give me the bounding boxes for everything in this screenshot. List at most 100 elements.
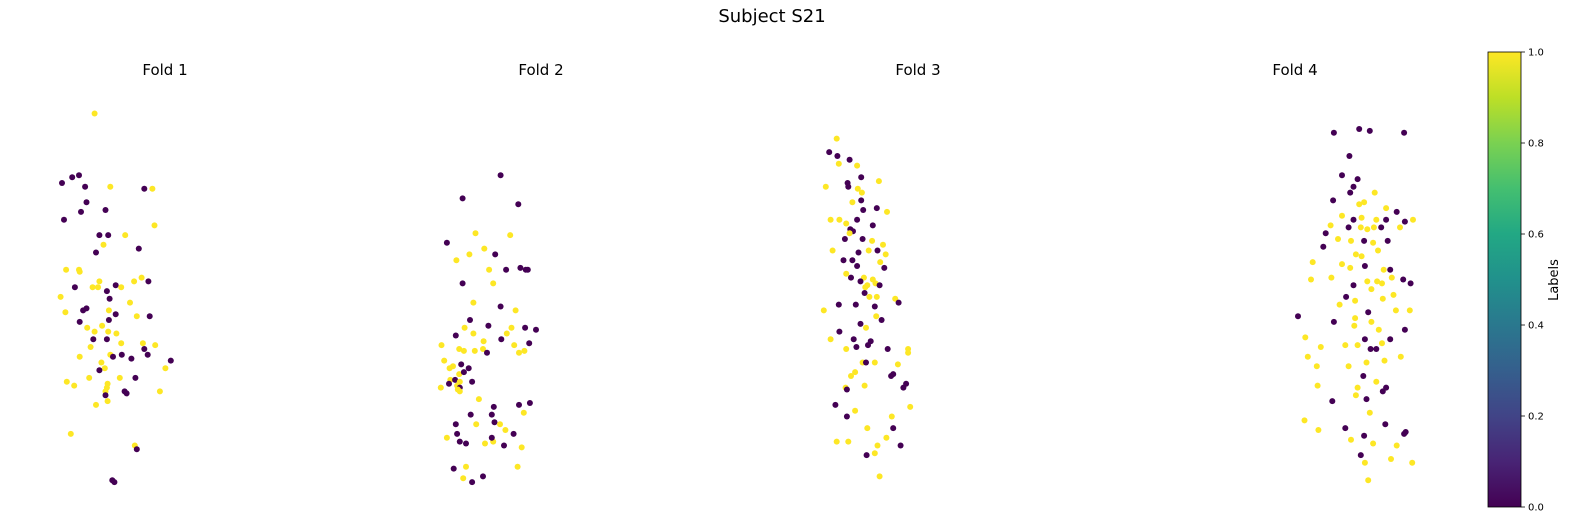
scatter-point [857,320,864,327]
scatter-point [1406,307,1413,314]
scatter-point [836,216,843,223]
panel-fold-3: Fold 3 [820,61,941,480]
scatter-point [492,251,499,258]
scatter-point [1409,459,1416,466]
scatter-point [481,245,488,252]
scatter-point [854,162,861,169]
scatter-point [463,463,469,470]
scatter-point [845,183,852,190]
scatter-point [471,347,478,354]
scatter-point [76,268,83,275]
scatter-point [1361,336,1368,343]
scatter-point [458,361,465,368]
scatter-point [82,183,89,190]
scatter-point [863,452,870,459]
scatter-point [1393,442,1400,449]
scatter-point [1387,266,1394,273]
scatter-point [103,336,110,343]
scatter-point [1402,429,1409,435]
scatter-point [1364,278,1371,285]
scatter-point [524,266,531,273]
scatter-point [1343,293,1350,300]
scatter-point [1367,346,1374,352]
scatter-point [871,450,878,457]
scatter-point [1339,212,1345,219]
scatter-point [515,201,522,208]
scatter-point [488,411,495,418]
scatter-point [446,365,453,372]
scatter-point [127,299,133,306]
scatter-point [1375,247,1381,254]
scatter-point [888,413,895,420]
scatter-point [866,293,873,300]
scatter-point [89,284,96,291]
scatter-point [490,403,497,410]
scatter-point [93,401,99,408]
scatter-point [76,172,82,179]
scatter-point [96,367,103,374]
scatter-point [76,318,83,325]
scatter-point [876,282,883,289]
scatter-point [503,330,510,337]
scatter-point [488,434,495,441]
scatter-point [510,430,517,437]
scatter-point [833,135,840,142]
scatter-point [105,232,112,239]
scatter-point [1327,222,1334,229]
scatter-point [1330,318,1337,325]
scatter-point [869,237,876,244]
scatter-point [167,357,174,364]
scatter-point [1357,452,1364,459]
scatter-point [843,270,850,277]
scatter-point [1336,301,1343,308]
scatter-point [512,307,519,314]
scatter-point [1352,297,1359,304]
scatter-point [873,205,880,212]
scatter-point [1358,214,1365,221]
scatter-point [835,160,842,167]
scatter-point [1397,353,1404,360]
scatter-point [829,247,836,254]
scatter-point [78,208,84,215]
scatter-point [1345,363,1352,370]
scatter-point [98,359,105,366]
scatter-point [1374,278,1381,285]
scatter-point [514,463,521,470]
scatter-point [862,284,869,291]
scatter-point [841,236,848,242]
scatter-point [1345,224,1352,231]
scatter-point [1401,326,1408,333]
scatter-point [834,153,841,159]
scatter-point [520,409,527,416]
scatter-point [845,438,852,445]
scatter-point [1329,398,1336,405]
scatter-point [59,180,65,186]
panel-title: Fold 4 [1272,61,1317,79]
scatter-point [874,247,881,254]
scatter-point [96,278,103,285]
scatter-point [485,322,492,329]
scatter-point [1354,384,1361,391]
scatter-point [1348,237,1354,244]
scatter-point [836,328,843,335]
panel-fold-4: Fold 4 [1272,61,1416,484]
scatter-point [1407,280,1414,287]
scatter-point [467,411,474,418]
scatter-point [1410,216,1416,223]
scatter-point [91,328,98,335]
scatter-point [849,199,856,206]
scatter-point [863,359,869,366]
scatter-point [848,274,854,281]
scatter-point [491,419,498,426]
scatter-point [1342,425,1349,432]
colorbar-tick-label: 0.4 [1528,321,1544,332]
scatter-point [490,280,497,287]
scatter-point [1339,172,1345,179]
scatter-point [1356,201,1363,208]
scatter-point [1308,276,1314,283]
scatter-point [443,239,450,246]
scatter-point [1315,427,1322,433]
scatter-point [460,475,467,482]
scatter-point [63,266,70,273]
scatter-point [1382,421,1389,428]
